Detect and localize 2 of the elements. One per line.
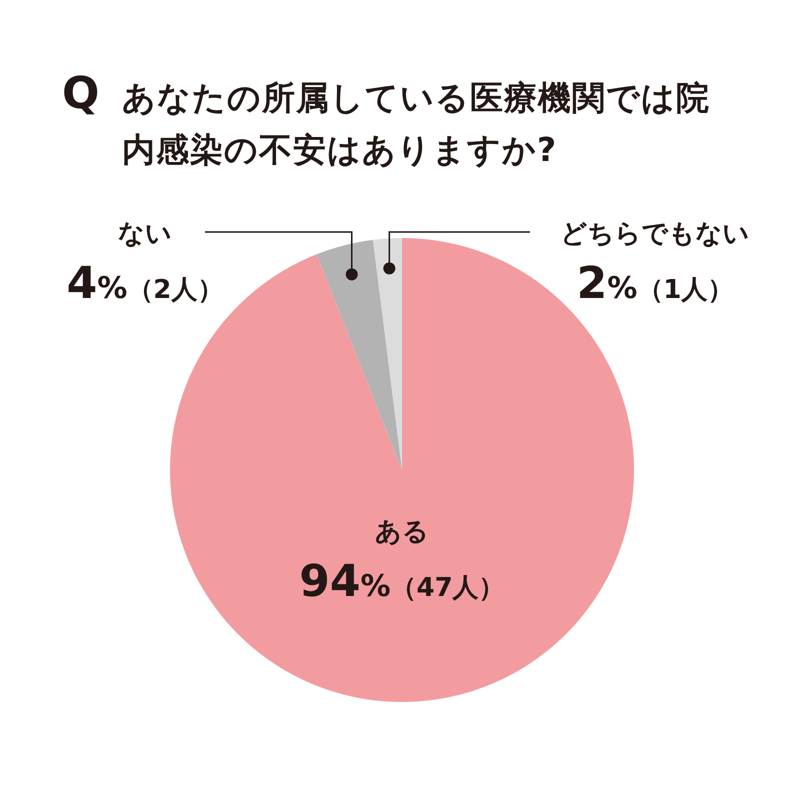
text: Q xyxy=(62,68,100,119)
chart-title: あなたの所属している医療機関では院内感染の不安はありますか? xyxy=(122,77,711,171)
